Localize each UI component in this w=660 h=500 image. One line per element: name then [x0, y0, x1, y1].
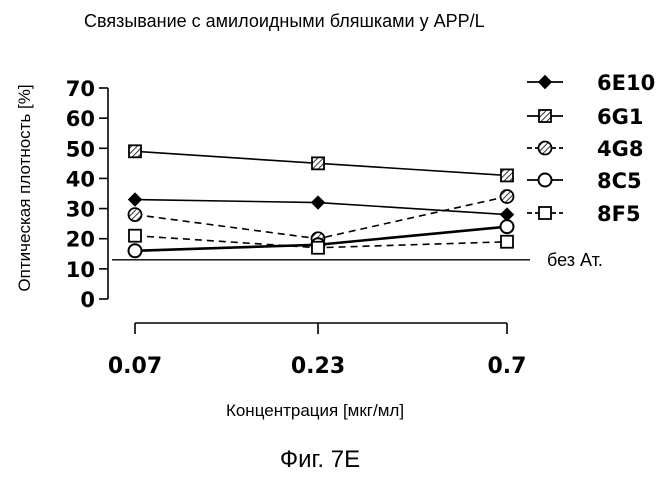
reference-line-group: без Ат. — [112, 250, 603, 270]
legend-marker — [539, 207, 551, 219]
data-point — [129, 145, 141, 157]
legend-marker — [539, 76, 552, 89]
legend-item-6e10: 6E10 — [527, 71, 655, 95]
x-tick-label: 0.23 — [291, 354, 345, 379]
legend-marker — [539, 142, 552, 155]
y-tick-label: 50 — [66, 137, 95, 161]
y-tick-label: 40 — [66, 167, 95, 191]
data-point — [312, 157, 324, 169]
data-point — [501, 236, 513, 248]
data-point — [312, 196, 325, 209]
y-tick-label: 0 — [80, 288, 95, 312]
data-point — [501, 220, 514, 233]
data-point — [501, 169, 513, 181]
y-tick-label: 70 — [66, 77, 95, 101]
reference-label: без Ат. — [547, 250, 603, 270]
figure-label: Фиг. 7E — [280, 446, 360, 473]
x-tick-label: 0.7 — [488, 354, 527, 379]
y-tick-label: 10 — [66, 258, 95, 282]
x-tick-label: 0.07 — [108, 354, 162, 379]
legend-label: 8C5 — [597, 169, 642, 193]
legend-item-8f5: 8F5 — [527, 202, 641, 226]
data-point — [129, 208, 142, 221]
legend-marker — [539, 110, 551, 122]
y-tick-label: 60 — [66, 107, 95, 131]
series-4g8 — [129, 190, 514, 245]
data-point — [501, 208, 514, 221]
legend-marker — [539, 174, 552, 187]
legend-label: 6G1 — [597, 105, 643, 129]
y-axis: 0 10 20 30 40 50 60 70 — [66, 77, 108, 312]
data-point — [501, 190, 514, 203]
chart-title: Связывание с амилоидными бляшками у APP/… — [84, 11, 485, 31]
series-6e10 — [129, 193, 514, 221]
series-6g1 — [129, 145, 513, 181]
y-tick-label: 20 — [66, 228, 95, 252]
x-axis-label: Концентрация [мкг/мл] — [226, 401, 404, 420]
legend-label: 4G8 — [597, 137, 643, 161]
y-axis-label: Оптическая плотность [%] — [15, 84, 34, 291]
data-point — [312, 242, 324, 254]
data-point — [129, 193, 142, 206]
x-axis: 0.07 0.23 0.7 — [108, 323, 527, 379]
data-point — [129, 230, 141, 242]
legend-label: 8F5 — [597, 202, 641, 226]
legend: 6E10 6G1 4G8 8C5 8F5 — [527, 71, 655, 226]
data-point — [129, 244, 142, 257]
legend-item-6g1: 6G1 — [527, 105, 643, 129]
legend-label: 6E10 — [597, 71, 655, 95]
legend-item-8c5: 8C5 — [527, 169, 642, 193]
series-layer — [129, 145, 514, 257]
y-tick-label: 30 — [66, 198, 95, 222]
legend-item-4g8: 4G8 — [527, 137, 643, 161]
